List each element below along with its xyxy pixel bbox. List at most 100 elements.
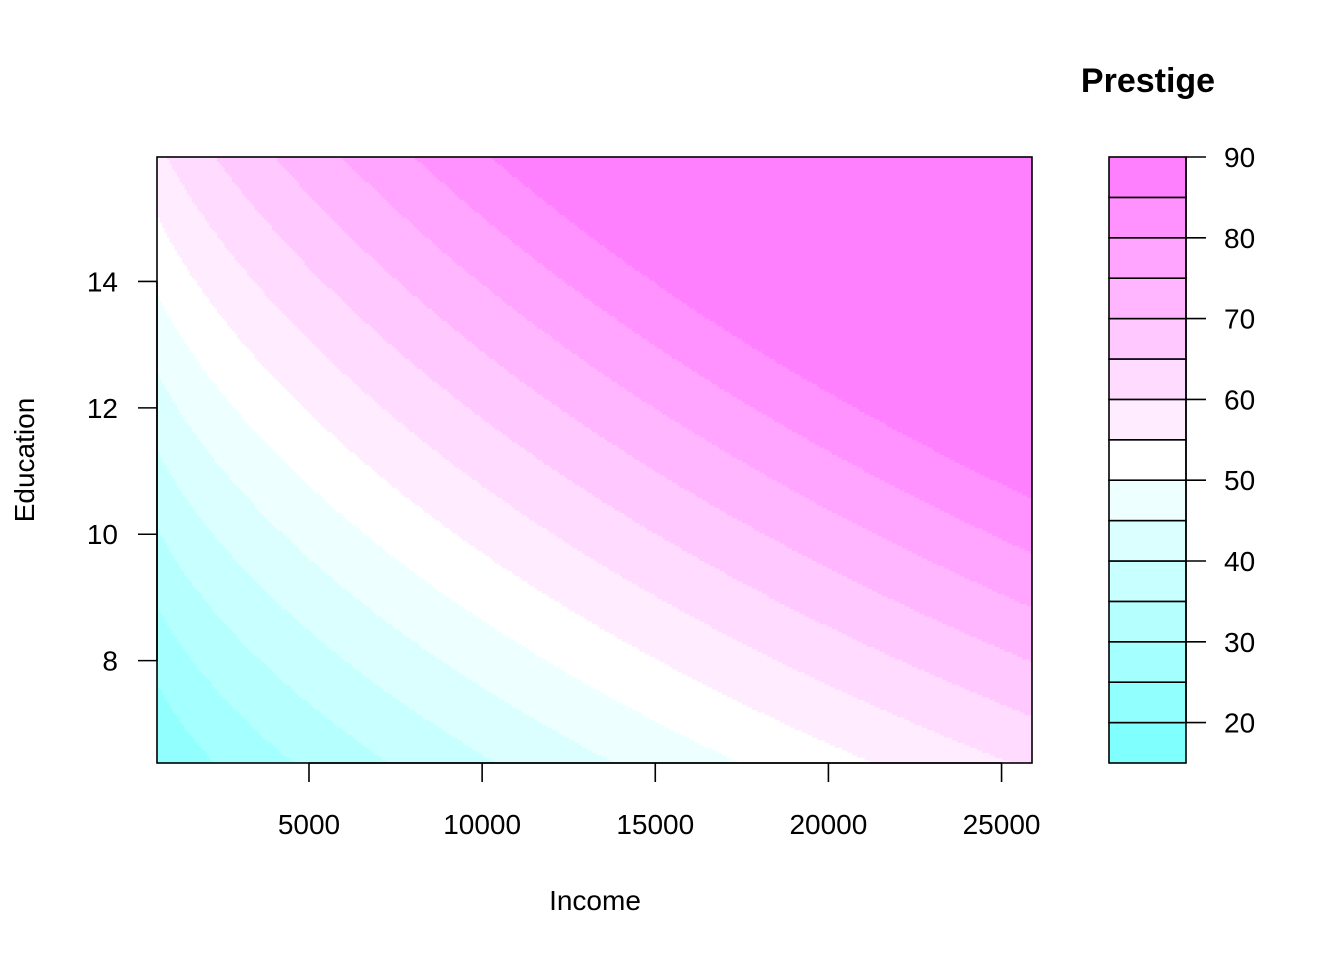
contour-cell (772, 417, 876, 421)
contour-cell (422, 300, 506, 305)
contour-cell (477, 346, 566, 350)
contour-cell (574, 417, 671, 421)
y-tick-label: 8 (102, 646, 118, 677)
legend-swatch (1108, 721, 1187, 764)
contour-cell (929, 502, 1032, 507)
contour-cell (847, 576, 966, 580)
contour-cell (202, 366, 266, 370)
contour-cell (594, 237, 1032, 241)
contour-cell (192, 505, 256, 509)
contour-cell (597, 561, 706, 565)
contour-cell (232, 704, 313, 709)
contour-cell (567, 672, 683, 676)
contour-cell (157, 707, 173, 711)
contour-cell (349, 520, 441, 524)
contour-cell (364, 533, 458, 537)
contour-cell (777, 659, 903, 663)
contour-cell (564, 346, 658, 350)
contour-cell (249, 649, 333, 653)
contour-cell (354, 737, 458, 741)
contour-cell (244, 492, 321, 496)
contour-cell (1002, 538, 1032, 542)
contour-cell (989, 477, 1032, 481)
contour-cell (157, 429, 193, 433)
contour-cell (654, 280, 1032, 284)
contour-cell (417, 573, 516, 577)
contour-cell (157, 167, 173, 171)
contour-cell (842, 515, 956, 519)
contour-cell (157, 591, 201, 595)
contour-cell (689, 737, 818, 741)
contour-cell (157, 573, 186, 577)
contour-cell (527, 581, 633, 585)
contour-cell (269, 298, 343, 302)
contour-cell (802, 553, 918, 557)
contour-cell (157, 270, 191, 274)
contour-cell (672, 480, 778, 484)
contour-cell (609, 631, 723, 635)
contour-cell (392, 694, 498, 698)
contour-cell (374, 611, 473, 615)
contour-cell (164, 462, 218, 466)
contour-cell (424, 371, 511, 375)
contour-cell (202, 593, 271, 597)
contour-cell (434, 654, 538, 658)
contour-cell (904, 490, 1018, 494)
contour-cell (529, 252, 616, 257)
contour-cell (654, 470, 761, 474)
contour-cell (217, 538, 291, 542)
contour-cell (649, 717, 776, 721)
contour-cell (644, 651, 763, 656)
contour-cell (282, 164, 351, 168)
contour-cell (297, 619, 386, 623)
contour-cell (864, 699, 996, 704)
contour-cell (459, 535, 558, 539)
contour-cell (254, 204, 321, 209)
contour-cell (639, 333, 733, 337)
contour-cell (587, 232, 1032, 236)
contour-cell (404, 424, 493, 428)
contour-cell (219, 540, 293, 544)
contour-cell (247, 197, 313, 201)
contour-cell (157, 601, 208, 605)
contour-cell (299, 184, 373, 188)
contour-cell (607, 439, 708, 443)
contour-cell (302, 258, 376, 262)
contour-cell (189, 654, 256, 658)
contour-cell (249, 199, 316, 204)
contour-cell (567, 283, 658, 287)
contour-cell (852, 404, 1032, 408)
contour-cell (592, 429, 693, 433)
contour-cell (667, 290, 1032, 294)
contour-cell (659, 472, 766, 476)
contour-cell (269, 444, 346, 448)
contour-cell (819, 679, 948, 683)
contour-cell (234, 331, 303, 335)
contour-cell (317, 202, 391, 206)
contour-cell (317, 636, 411, 640)
contour-cell (852, 694, 983, 698)
contour-cell (334, 434, 418, 438)
contour-cell (879, 419, 1032, 423)
contour-cell (727, 573, 843, 577)
contour-cell (624, 513, 728, 517)
contour-cell (399, 629, 498, 633)
contour-cell (334, 507, 423, 512)
contour-cell (969, 523, 1032, 527)
contour-cell (407, 217, 486, 221)
contour-cell (197, 742, 273, 746)
contour-cell (284, 755, 381, 759)
contour-cell (424, 164, 503, 168)
contour-cell (1024, 712, 1032, 716)
contour-cell (204, 523, 273, 527)
contour-cell (879, 649, 1006, 653)
contour-cell (659, 722, 786, 726)
contour-cell (494, 760, 613, 763)
contour-cell (157, 561, 178, 565)
contour-cell (574, 222, 1032, 226)
contour-cell (209, 300, 273, 305)
contour-cell (749, 343, 1032, 347)
contour-cell (314, 634, 406, 638)
contour-cell (949, 568, 1032, 572)
contour-cell (409, 568, 508, 572)
